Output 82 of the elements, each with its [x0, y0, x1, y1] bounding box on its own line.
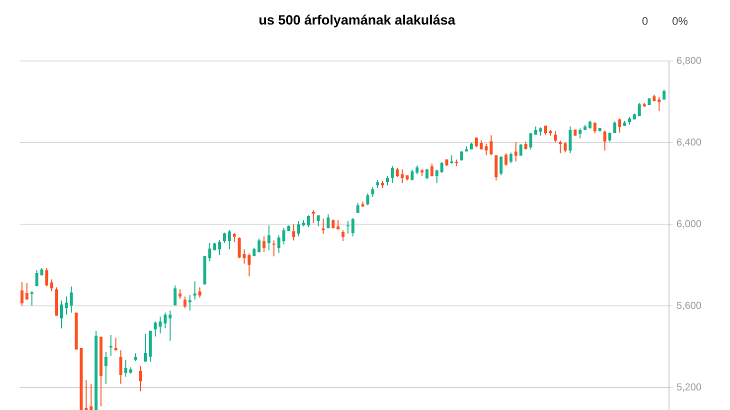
candlestick [400, 168, 404, 184]
candlestick [139, 366, 142, 392]
candlestick [430, 163, 434, 177]
candlestick [578, 128, 582, 139]
candlestick [618, 118, 622, 134]
candlestick [277, 234, 280, 254]
candlestick [638, 102, 641, 117]
candlestick [306, 214, 310, 228]
y-tick-label: 5,200 [676, 383, 702, 392]
candlestick [188, 294, 192, 312]
candlestick [114, 337, 118, 352]
candlestick [396, 167, 399, 178]
candlestick [154, 320, 157, 338]
candlestick [109, 334, 112, 356]
candlestick [124, 359, 128, 378]
candlestick [84, 380, 88, 410]
candlestick [223, 232, 226, 244]
candlestick [500, 155, 503, 176]
candlestick [356, 202, 360, 214]
candlestick [593, 122, 596, 134]
candlestick [351, 217, 354, 237]
candlestick [64, 296, 68, 316]
candlestick [25, 282, 28, 300]
candlestick [144, 334, 147, 362]
candlestick [30, 290, 34, 306]
candlestick [390, 166, 394, 184]
candlestick [20, 282, 24, 306]
candlestick [658, 96, 661, 112]
y-tick-label: 6,000 [677, 220, 702, 228]
candlestick [45, 267, 48, 287]
candlestick [60, 300, 63, 329]
candlestick [174, 285, 177, 306]
candlestick [238, 236, 241, 259]
candlestick [371, 186, 374, 198]
candlestick [267, 224, 270, 251]
candlestick [168, 310, 172, 342]
candlestick [208, 242, 212, 262]
candlestick [603, 130, 606, 152]
y-tick-label: 5,600 [676, 302, 702, 310]
candlestick [558, 140, 562, 154]
candlestick [474, 137, 478, 148]
candlestick [426, 168, 428, 180]
candlestick [554, 130, 557, 143]
candlestick [529, 132, 532, 150]
candlestick [193, 280, 196, 300]
candlestick [90, 384, 93, 410]
text: 0% [672, 17, 688, 25]
candlestick [272, 240, 276, 257]
candlestick [248, 252, 251, 277]
candlestick [104, 351, 108, 384]
candlestick [262, 236, 266, 253]
candlestick [297, 220, 300, 237]
candlestick [568, 126, 572, 154]
chart-title: us 500 árfolyamának alakulása [260, 14, 456, 28]
candlestick [346, 220, 350, 234]
candlestick [435, 169, 438, 184]
candlestick [494, 154, 498, 181]
candlestick [564, 142, 567, 153]
candlestick [198, 286, 202, 298]
candlestick [183, 296, 186, 309]
candlestick [440, 162, 444, 174]
candlestick [509, 152, 512, 164]
candlestick [336, 220, 340, 230]
candlestick [70, 286, 73, 314]
candlestick [490, 134, 493, 156]
candlestick [178, 288, 182, 300]
candlestick [228, 229, 231, 250]
candlestick [218, 239, 222, 256]
candlestick [50, 278, 54, 292]
candlestick [35, 270, 38, 287]
candlestick [514, 142, 518, 162]
candlestick [410, 169, 414, 181]
y-tick-label: 6,800 [677, 56, 702, 66]
candlestick [386, 176, 389, 186]
candlestick [504, 152, 508, 166]
candlestick [292, 224, 296, 241]
candlestick [366, 192, 370, 206]
y-tick-label: 6,400 [677, 138, 702, 147]
candlestick [342, 230, 345, 242]
candlestick [326, 214, 330, 230]
candlestick [258, 238, 261, 254]
text: 0 [642, 17, 648, 25]
